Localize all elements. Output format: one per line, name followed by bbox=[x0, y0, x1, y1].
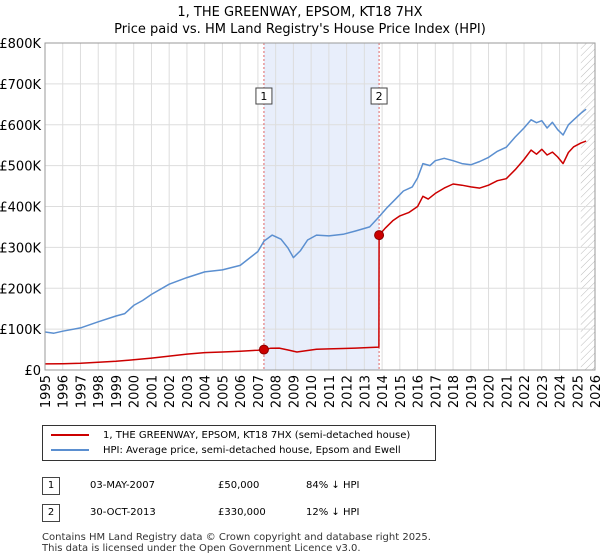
plot-frame bbox=[44, 42, 596, 371]
sale-marker-badge bbox=[255, 87, 273, 105]
x-tick-label: 2002 bbox=[163, 375, 178, 408]
y-tick-label: £400K bbox=[0, 201, 41, 216]
legend-swatch-hpi bbox=[51, 449, 89, 451]
x-tick-label: 2019 bbox=[465, 375, 480, 408]
x-tick-label: 2017 bbox=[429, 375, 444, 408]
x-tick-label: 2023 bbox=[536, 375, 551, 408]
legend-item-hpi: HPI: Average price, semi-detached house,… bbox=[51, 444, 401, 458]
x-tick-label: 2015 bbox=[394, 375, 409, 408]
x-tick-label: 2007 bbox=[252, 375, 267, 408]
y-tick-label: £300K bbox=[0, 241, 41, 256]
transaction-date: 30-OCT-2013 bbox=[90, 507, 156, 518]
x-tick-label: 2020 bbox=[483, 375, 498, 408]
hpi-line bbox=[45, 108, 587, 334]
footer-attribution: Contains HM Land Registry data © Crown c… bbox=[42, 532, 562, 554]
x-tick-label: 2010 bbox=[305, 375, 320, 408]
x-tick-label: 1998 bbox=[92, 375, 107, 408]
y-tick-label: £0 bbox=[24, 364, 41, 379]
transaction-hpi-diff: 84% ↓ HPI bbox=[306, 480, 360, 491]
x-tick-label: 2009 bbox=[287, 375, 302, 408]
x-tick-label: 2018 bbox=[447, 375, 462, 408]
sale-point bbox=[374, 230, 385, 241]
x-tick-label: 2001 bbox=[145, 375, 160, 408]
chart-legend: 1, THE GREENWAY, EPSOM, KT18 7HX (semi-d… bbox=[42, 425, 436, 461]
y-tick-label: £200K bbox=[0, 282, 41, 297]
x-tick-label: 2006 bbox=[234, 375, 249, 408]
legend-label-hpi: HPI: Average price, semi-detached house,… bbox=[103, 445, 401, 456]
x-tick-label: 2008 bbox=[270, 375, 285, 408]
sale-marker-label: 1 bbox=[260, 90, 267, 103]
transaction-row: 2 30-OCT-2013 £330,000 12% ↓ HPI bbox=[42, 503, 562, 523]
footer-copyright: Contains HM Land Registry data © Crown c… bbox=[42, 532, 431, 543]
transaction-number-badge: 2 bbox=[42, 504, 60, 522]
legend-label-property: 1, THE GREENWAY, EPSOM, KT18 7HX (semi-d… bbox=[103, 430, 411, 441]
footer-license: This data is licensed under the Open Gov… bbox=[42, 543, 361, 554]
transaction-hpi-diff: 12% ↓ HPI bbox=[306, 507, 360, 518]
sale-marker-label: 2 bbox=[376, 90, 383, 103]
y-tick-label: £800K bbox=[0, 37, 41, 52]
sale-marker-badge bbox=[370, 87, 388, 105]
x-tick-label: 2011 bbox=[323, 375, 338, 408]
chart-title: 1, THE GREENWAY, EPSOM, KT18 7HX bbox=[177, 5, 423, 20]
property-price-line bbox=[45, 140, 587, 365]
x-tick-label: 1997 bbox=[74, 375, 89, 408]
transaction-price: £330,000 bbox=[218, 507, 266, 518]
sale-point bbox=[258, 344, 269, 355]
price-chart: £0 £100K £200K £300K £400K £500K £600K £700K £80… bbox=[0, 37, 600, 408]
x-tick-label: 2003 bbox=[181, 375, 196, 408]
x-tick-label: 2012 bbox=[341, 375, 356, 408]
x-tick-label: 1995 bbox=[39, 375, 54, 408]
x-tick-label: 2024 bbox=[554, 375, 569, 408]
chart-subtitle: Price paid vs. HM Land Registry's House … bbox=[114, 22, 486, 37]
legend-item-property: 1, THE GREENWAY, EPSOM, KT18 7HX (semi-d… bbox=[51, 429, 410, 443]
y-tick-label: £600K bbox=[0, 119, 41, 134]
y-tick-label: £500K bbox=[0, 160, 41, 175]
transaction-row: 1 03-MAY-2007 £50,000 84% ↓ HPI bbox=[42, 476, 562, 496]
x-tick-label: 2016 bbox=[412, 375, 427, 408]
x-tick-label: 2013 bbox=[358, 375, 373, 408]
x-tick-label: 2005 bbox=[216, 375, 231, 408]
x-tick-label: 2021 bbox=[500, 375, 515, 408]
transaction-number-badge: 1 bbox=[42, 477, 60, 495]
x-tick-label: 2004 bbox=[199, 375, 214, 408]
x-tick-label: 1999 bbox=[110, 375, 125, 408]
legend-swatch-property bbox=[51, 434, 89, 436]
x-tick-label: 2014 bbox=[376, 375, 391, 408]
x-tick-label: 2026 bbox=[589, 375, 600, 408]
y-tick-label: £100K bbox=[0, 323, 41, 338]
y-tick-label: £700K bbox=[0, 78, 41, 93]
x-tick-label: 2022 bbox=[518, 375, 533, 408]
x-tick-label: 1996 bbox=[57, 375, 72, 408]
transaction-price: £50,000 bbox=[218, 480, 260, 491]
x-tick-label: 2025 bbox=[571, 375, 586, 408]
x-tick-label: 2000 bbox=[128, 375, 143, 408]
transaction-date: 03-MAY-2007 bbox=[90, 480, 156, 491]
